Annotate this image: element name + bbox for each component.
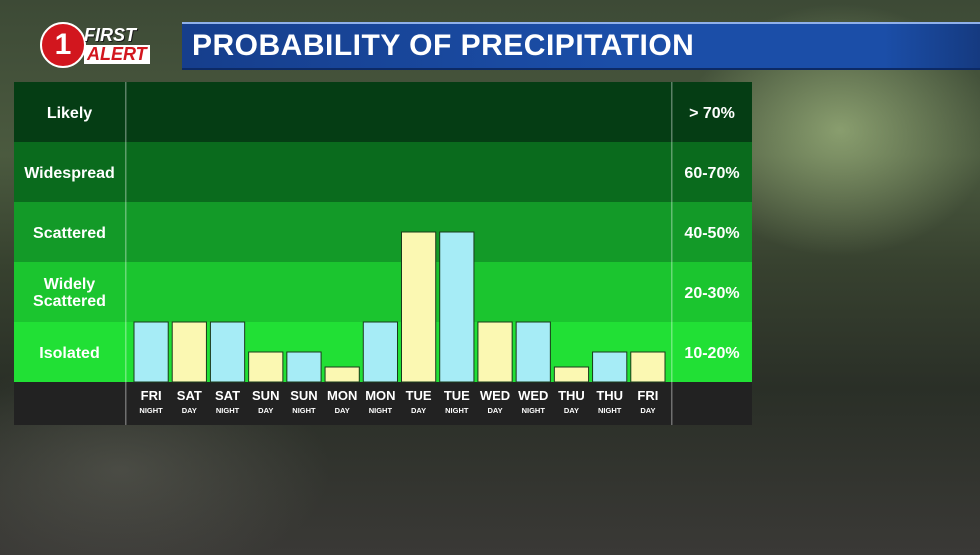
band-label: Widespread bbox=[24, 165, 115, 182]
tick-label-period: DAY bbox=[564, 406, 579, 415]
tick-label-day: SAT bbox=[177, 388, 202, 403]
page-title: PROBABILITY OF PRECIPITATION bbox=[192, 29, 695, 62]
band-scattered bbox=[14, 202, 752, 262]
tick-label-day: MON bbox=[365, 388, 395, 403]
band-range-label: 20-30% bbox=[684, 285, 739, 302]
bar-wed-day bbox=[477, 321, 513, 383]
tick-label-day: THU bbox=[558, 388, 585, 403]
tick-label-day: SAT bbox=[215, 388, 240, 403]
tick-label-period: DAY bbox=[640, 406, 655, 415]
bar-wed-night bbox=[515, 321, 551, 383]
channel-number-badge: 1 bbox=[40, 22, 86, 68]
tick-label-day: TUE bbox=[406, 388, 432, 403]
band-range-label: 60-70% bbox=[684, 165, 739, 182]
tick-label-period: NIGHT bbox=[522, 406, 546, 415]
band-likely bbox=[14, 82, 752, 142]
bar-sat-night bbox=[209, 321, 246, 383]
band-widely-scattered bbox=[14, 262, 752, 322]
tick-label-period: NIGHT bbox=[139, 406, 163, 415]
tick-label-period: DAY bbox=[411, 406, 426, 415]
axis-strip bbox=[14, 382, 752, 425]
logo-alert-text: ALERT bbox=[84, 45, 150, 64]
tick-label-day: WED bbox=[518, 388, 548, 403]
bar-tue-night bbox=[439, 231, 475, 383]
tick-label-day: MON bbox=[327, 388, 357, 403]
tick-label-period: NIGHT bbox=[598, 406, 622, 415]
column-divider bbox=[125, 82, 127, 425]
bar-mon-night bbox=[362, 321, 398, 383]
tick-label-period: NIGHT bbox=[369, 406, 393, 415]
tick-label-period: DAY bbox=[335, 406, 350, 415]
tick-label-day: SUN bbox=[252, 388, 279, 403]
band-label: Scattered bbox=[33, 293, 106, 310]
bar-sun-night bbox=[286, 351, 322, 383]
band-label: Scattered bbox=[33, 225, 106, 242]
first-alert-logo: 1 FIRST ALERT bbox=[40, 22, 170, 72]
bar-fri-night bbox=[133, 321, 169, 383]
bar-thu-night bbox=[592, 351, 628, 383]
tick-label-day: FRI bbox=[141, 388, 162, 403]
bar-sun-day bbox=[248, 351, 284, 383]
band-range-label: 10-20% bbox=[684, 345, 739, 362]
tick-label-period: DAY bbox=[182, 406, 197, 415]
column-divider bbox=[671, 82, 673, 425]
band-widespread bbox=[14, 142, 752, 202]
title-banner: PROBABILITY OF PRECIPITATION bbox=[182, 22, 980, 70]
tick-label-period: DAY bbox=[258, 406, 273, 415]
tick-label-period: DAY bbox=[487, 406, 502, 415]
bar-mon-day bbox=[324, 366, 360, 383]
tick-label-period: NIGHT bbox=[445, 406, 469, 415]
tick-label-period: NIGHT bbox=[292, 406, 316, 415]
bar-thu-day bbox=[553, 366, 590, 383]
band-label: Isolated bbox=[39, 345, 99, 362]
band-label: Widely bbox=[44, 276, 96, 293]
bar-sat-day bbox=[171, 321, 207, 383]
tick-label-day: THU bbox=[596, 388, 623, 403]
band-range-label: 40-50% bbox=[684, 225, 739, 242]
logo-first-text: FIRST bbox=[84, 25, 136, 45]
band-label: Likely bbox=[47, 105, 92, 122]
bar-fri-day bbox=[630, 351, 666, 383]
bar-tue-day bbox=[401, 231, 437, 383]
tick-label-day: SUN bbox=[290, 388, 317, 403]
tick-label-day: WED bbox=[480, 388, 510, 403]
band-range-label: > 70% bbox=[689, 105, 735, 122]
tick-label-day: FRI bbox=[637, 388, 658, 403]
tick-label-day: TUE bbox=[444, 388, 470, 403]
tick-label-period: NIGHT bbox=[216, 406, 240, 415]
logo-wordmark: FIRST ALERT bbox=[84, 26, 168, 65]
